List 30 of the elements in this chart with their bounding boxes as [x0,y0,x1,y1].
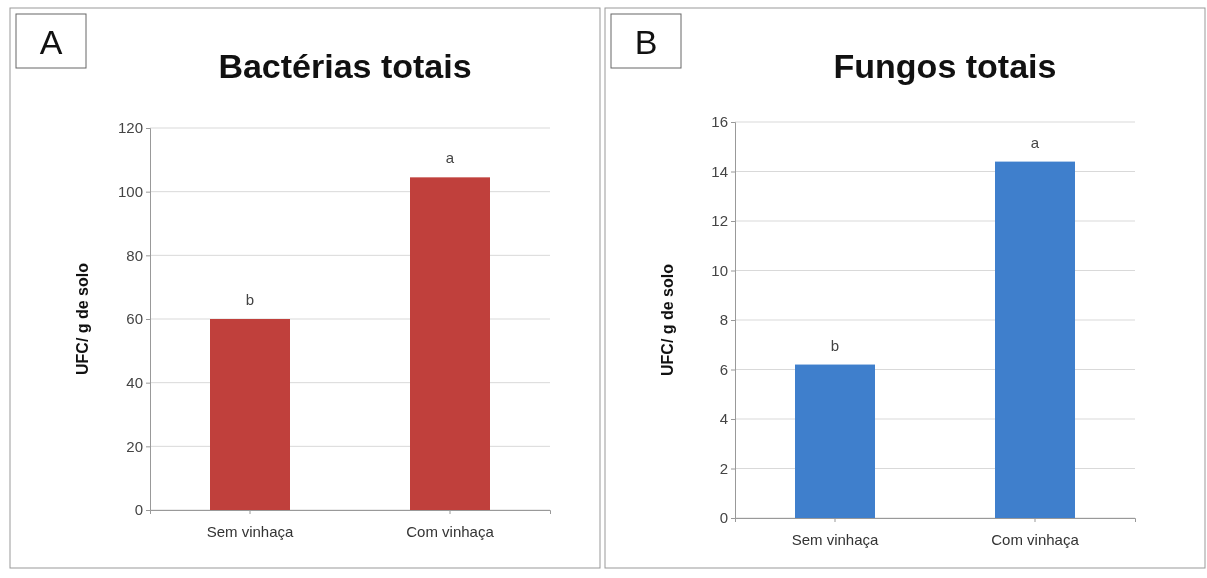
annotation: a [1030,133,1040,151]
y-tick-label: 120 [117,119,143,137]
text: B [634,23,658,61]
x-tick-label: Sem vinhaça [791,530,880,548]
y-axis-title: UFC/ g de solo [74,262,91,375]
y-tick-label: 12 [711,212,728,230]
y-tick-label: 16 [711,113,728,131]
y-tick-label: 0 [134,501,143,519]
y-tick-label: 4 [719,410,728,428]
y-tick-label: 10 [711,261,728,279]
y-tick-label: 80 [126,246,143,264]
annotation: b [245,291,255,308]
chart-title: Bactérias totais [218,47,472,85]
y-tick-label: 6 [719,360,728,378]
x-tick-label: Com vinhaça [406,522,495,540]
y-tick-label: 14 [711,162,728,180]
annotation: b [830,336,840,354]
y-tick-label: 8 [719,311,728,329]
y-axis-title: UFC/ g de solo [659,263,676,376]
y-tick-label: 40 [126,373,143,391]
y-tick-label: 0 [719,509,728,527]
annotation: a [445,149,455,167]
text: A [39,23,63,61]
chart-title: Fungos totais [833,47,1057,85]
y-tick-label: 20 [126,437,143,455]
x-tick-label: Sem vinhaça [206,522,295,540]
x-tick-label: Com vinhaça [991,530,1080,548]
y-tick-label: 60 [126,310,143,328]
y-tick-label: 100 [117,182,143,200]
y-tick-label: 2 [719,459,728,477]
